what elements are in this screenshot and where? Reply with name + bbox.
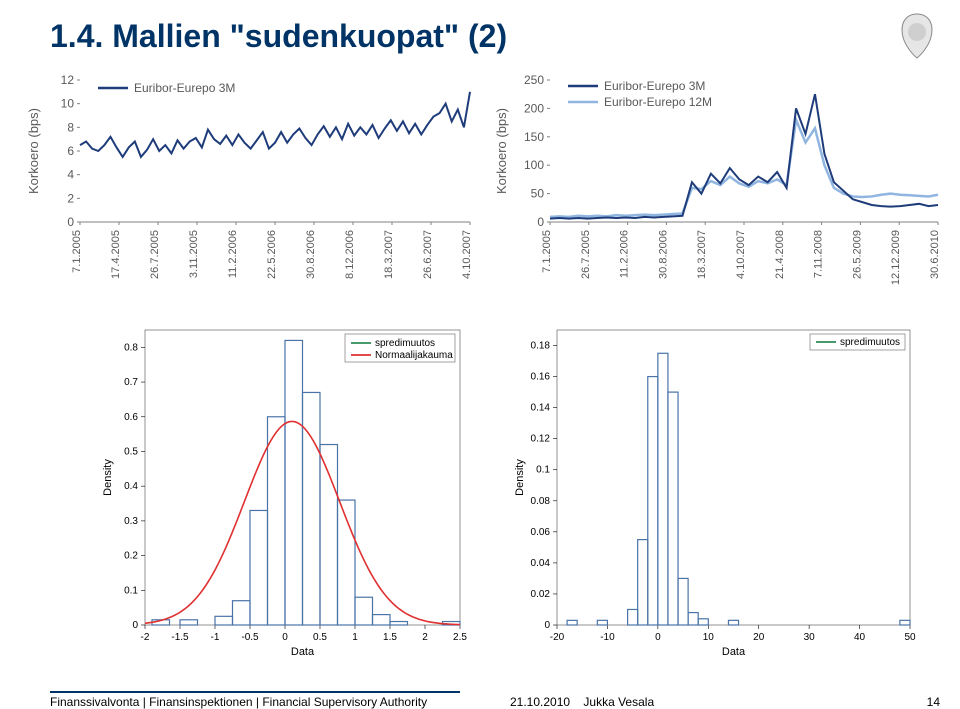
footer-author: Jukka Vesala [583,695,654,709]
svg-text:26.7.2005: 26.7.2005 [149,230,161,279]
svg-text:1: 1 [352,632,358,643]
chart-hist-normal: 0 0.1 0.2 0.3 0.4 0.5 0.6 0.7 0.8 -2 -1.5 -1 -0.5 0 0.… [95,320,470,660]
svg-text:Euribor-Eurepo 12M: Euribor-Eurepo 12M [604,95,712,109]
svg-text:30: 30 [804,632,816,643]
svg-text:Normaalijakauma: Normaalijakauma [375,350,453,361]
svg-text:0.1: 0.1 [536,465,550,476]
svg-text:0.6: 0.6 [124,412,138,423]
svg-text:Euribor-Eurepo 3M: Euribor-Eurepo 3M [134,81,235,95]
svg-text:30.8.2006: 30.8.2006 [305,230,317,279]
svg-text:12: 12 [61,73,75,87]
svg-text:11.2.2006: 11.2.2006 [227,230,239,278]
svg-text:0.1: 0.1 [124,585,138,596]
svg-text:-20: -20 [550,632,565,643]
svg-text:-0.5: -0.5 [241,632,259,643]
svg-text:26.6.2007: 26.6.2007 [422,230,434,279]
svg-text:4.10.2007: 4.10.2007 [735,230,747,279]
svg-text:0.12: 0.12 [531,434,551,445]
svg-text:0.3: 0.3 [124,516,138,527]
svg-text:spredimuutos: spredimuutos [375,338,435,349]
svg-text:0.14: 0.14 [531,403,551,414]
svg-text:10: 10 [703,632,715,643]
svg-text:-10: -10 [600,632,615,643]
svg-text:Korkoero (bps): Korkoero (bps) [26,108,41,194]
svg-text:0.06: 0.06 [531,527,551,538]
svg-text:21.4.2008: 21.4.2008 [774,230,786,279]
svg-text:0: 0 [132,620,138,631]
svg-text:200: 200 [524,101,544,115]
svg-text:3.11.2005: 3.11.2005 [188,230,200,278]
footer-date: 21.10.2010 [510,695,570,709]
svg-text:2.5: 2.5 [453,632,467,643]
svg-text:50: 50 [904,632,916,643]
svg-text:2: 2 [422,632,428,643]
svg-text:-2: -2 [141,632,150,643]
svg-text:0.5: 0.5 [313,632,327,643]
svg-text:0: 0 [544,620,550,631]
svg-text:4.10.2007: 4.10.2007 [461,230,473,279]
svg-text:7.1.2005: 7.1.2005 [541,230,553,273]
svg-text:8: 8 [67,120,74,134]
svg-text:50: 50 [531,187,545,201]
svg-text:Data: Data [291,646,315,658]
svg-text:0: 0 [655,632,661,643]
chart-spread-3m-pre: 0 2 4 6 8 10 12 7.1.2005 17.4.2005 26.7.2005 3.11.… [22,72,477,292]
svg-text:Data: Data [722,646,746,658]
svg-text:22.5.2006: 22.5.2006 [266,230,278,279]
svg-text:1.5: 1.5 [383,632,397,643]
svg-text:7.1.2005: 7.1.2005 [71,230,83,273]
svg-text:0.8: 0.8 [124,342,138,353]
svg-text:6: 6 [67,144,74,158]
svg-text:0.4: 0.4 [124,481,138,492]
svg-text:20: 20 [753,632,765,643]
svg-text:150: 150 [524,130,544,144]
page-number: 14 [927,695,940,709]
svg-text:2: 2 [67,191,74,205]
svg-text:17.4.2005: 17.4.2005 [110,230,122,279]
svg-text:40: 40 [854,632,866,643]
svg-text:18.3.2007: 18.3.2007 [383,230,395,279]
svg-text:0.18: 0.18 [531,341,551,352]
svg-text:11.2.2006: 11.2.2006 [619,230,631,278]
svg-text:Density: Density [514,459,526,496]
svg-text:30.8.2006: 30.8.2006 [657,230,669,279]
svg-text:0.02: 0.02 [531,589,551,600]
svg-text:0.7: 0.7 [124,377,138,388]
svg-text:Density: Density [102,459,114,496]
logo [896,10,938,67]
svg-text:0.16: 0.16 [531,372,551,383]
footer-org: Finanssivalvonta | Finansinspektionen | … [50,695,427,709]
chart-hist-wide: 0 0.02 0.04 0.06 0.08 0.1 0.12 0.14 0.16 0.18 -20 -… [505,320,920,660]
slide-title: 1.4. Mallien "sudenkuopat" (2) [50,18,507,55]
svg-text:-1.5: -1.5 [171,632,189,643]
svg-text:0.08: 0.08 [531,496,551,507]
svg-text:0.5: 0.5 [124,446,138,457]
svg-text:Euribor-Eurepo 3M: Euribor-Eurepo 3M [604,79,705,93]
svg-text:-1: -1 [211,632,220,643]
svg-text:0.04: 0.04 [531,558,551,569]
svg-text:10: 10 [61,97,75,111]
svg-text:30.6.2010: 30.6.2010 [929,230,941,279]
svg-text:0: 0 [282,632,288,643]
svg-text:100: 100 [524,158,544,172]
svg-text:8.12.2006: 8.12.2006 [344,230,356,279]
svg-text:4: 4 [67,168,74,182]
svg-text:0.2: 0.2 [124,551,138,562]
svg-text:spredimuutos: spredimuutos [840,337,900,348]
svg-text:250: 250 [524,73,544,87]
svg-text:26.5.2009: 26.5.2009 [851,230,863,279]
svg-text:Korkoero (bps): Korkoero (bps) [494,108,509,194]
svg-text:18.3.2007: 18.3.2007 [696,230,708,279]
svg-text:26.7.2005: 26.7.2005 [580,230,592,279]
svg-text:7.11.2008: 7.11.2008 [813,230,825,278]
svg-text:0: 0 [537,215,544,229]
svg-text:0: 0 [67,215,74,229]
chart-spread-3m-12m: 0 50 100 150 200 250 7.1.2005 26.7.2005 11.2.200… [490,72,945,292]
svg-text:12.12.2009: 12.12.2009 [890,230,902,285]
